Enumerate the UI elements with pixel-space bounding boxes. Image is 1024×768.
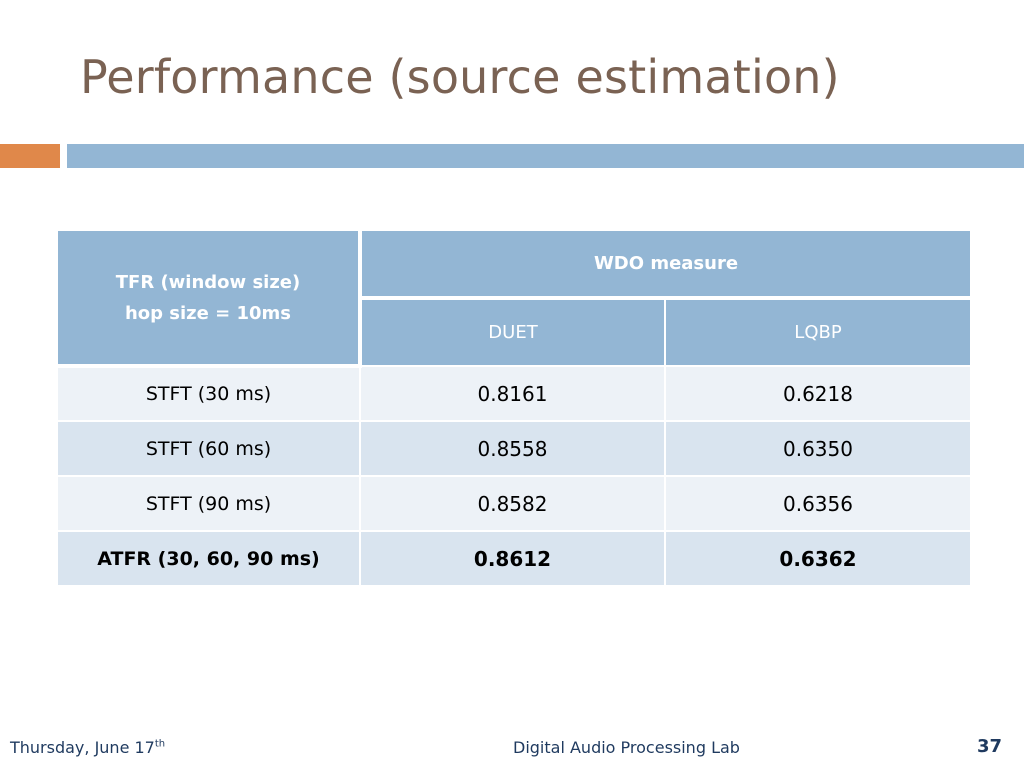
- accent-bar-blue: [67, 144, 1024, 168]
- table-header-row: TFR (window size) hop size = 10ms WDO me…: [56, 229, 972, 368]
- row-label: STFT (60 ms): [56, 420, 361, 477]
- table-row: STFT (30 ms) 0.8161 0.6218: [56, 365, 972, 422]
- table-subheader-row: DUET LQBP: [57, 297, 972, 367]
- row-label: STFT (90 ms): [56, 475, 361, 532]
- footer-date-main: Thursday, June 17: [10, 738, 155, 757]
- row-label: ATFR (30, 60, 90 ms): [56, 530, 361, 587]
- footer-date-suffix: th: [154, 738, 166, 750]
- table-row: STFT (90 ms) 0.8582 0.6356: [56, 475, 972, 532]
- footer-date: Thursday, June 17th: [10, 738, 165, 757]
- cell-duet: 0.8558: [359, 420, 666, 477]
- table-row-highlight: ATFR (30, 60, 90 ms) 0.8612 0.6362: [56, 530, 972, 587]
- cell-lqbp: 0.6350: [664, 420, 972, 477]
- accent-bar-orange: [0, 144, 60, 168]
- row-label: STFT (30 ms): [56, 365, 361, 422]
- footer-lab-name: Digital Audio Processing Lab: [513, 738, 740, 757]
- results-table: TFR (window size) hop size = 10ms WDO me…: [56, 229, 972, 587]
- cell-lqbp: 0.6218: [664, 365, 972, 422]
- column-header-duet: DUET: [359, 297, 666, 367]
- group-header-wdo: WDO measure: [359, 229, 972, 300]
- cell-duet: 0.8612: [359, 530, 666, 587]
- page-number: 37: [976, 736, 1002, 757]
- cell-lqbp: 0.6362: [664, 530, 972, 587]
- slide-title: Performance (source estimation): [80, 50, 840, 104]
- corner-header-line1: TFR (window size): [115, 271, 301, 293]
- cell-lqbp: 0.6356: [664, 475, 972, 532]
- cell-duet: 0.8582: [359, 475, 666, 532]
- corner-header: TFR (window size) hop size = 10ms: [56, 229, 362, 368]
- corner-header-line2: hop size = 10ms: [124, 302, 292, 324]
- cell-duet: 0.8161: [359, 365, 666, 422]
- column-header-lqbp: LQBP: [664, 297, 972, 367]
- table-row: STFT (60 ms) 0.8558 0.6350: [56, 420, 972, 477]
